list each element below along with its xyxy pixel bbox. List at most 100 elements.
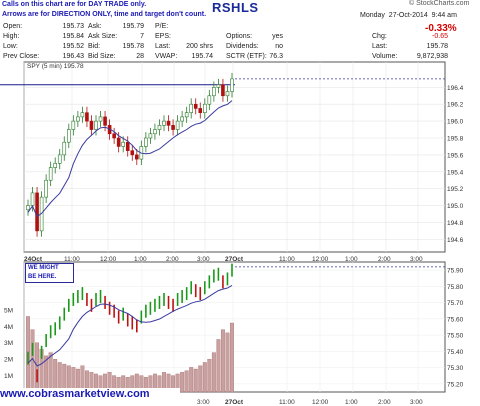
moving-average-line	[27, 100, 233, 218]
bid-value: 195.78	[122, 43, 144, 50]
last-trade-value: 200 shrs	[186, 43, 213, 50]
y-tick-label-lower: 75.50	[447, 333, 464, 340]
eps-label: EPS:	[155, 33, 171, 40]
candle-body	[57, 154, 62, 164]
candle-body	[212, 87, 216, 97]
y-tick-label-lower: 75.60	[447, 316, 464, 323]
candle-body	[116, 137, 121, 147]
chg-value: -0.65	[432, 33, 448, 40]
volume-bar	[230, 322, 234, 393]
candle-body	[94, 120, 98, 130]
volume-bar	[207, 358, 212, 393]
dividends-value: no	[275, 43, 283, 50]
x-tick-label: 2:00	[378, 256, 391, 263]
candle-body	[184, 112, 189, 118]
open-label: Open:	[3, 23, 23, 30]
candle-body	[162, 120, 166, 126]
x-tick-label: 3:00	[197, 256, 210, 263]
chart-marks: 196.4 196.2 196.0 195.8 195.6 195.4 195.2 195.0…	[0, 72, 464, 406]
grid-lines	[23, 62, 445, 392]
candle-body	[98, 116, 103, 122]
annotation-line-2: BE HERE.	[28, 274, 57, 280]
candle-body	[76, 116, 80, 122]
candle-body	[207, 95, 212, 105]
annotation-line-1: WE MIGHT	[28, 265, 59, 271]
y-tick-label: 195.0	[447, 203, 464, 210]
volume-bar	[198, 365, 203, 393]
x-tick-label-lower: 27Oct	[225, 399, 244, 406]
candle-body	[193, 103, 198, 109]
annotation-box: WE MIGHT BE HERE.	[25, 263, 74, 283]
candle-body	[125, 141, 130, 151]
candle-body	[225, 91, 230, 97]
y-tick-label-lower: 75.80	[447, 284, 464, 291]
volume-tick-label: 4M	[4, 324, 13, 331]
bid-label: Bid:	[88, 43, 101, 50]
y-tick-label-lower: 75.40	[447, 349, 464, 356]
y-tick-label: 196.2	[447, 102, 464, 109]
volume-label: Volume:	[372, 53, 398, 60]
candle-body	[216, 84, 221, 88]
candle-body	[85, 112, 89, 122]
candle-body	[67, 129, 71, 143]
low-value: 195.52	[62, 43, 84, 50]
candle-body	[198, 108, 203, 113]
volume-tick-label: 2M	[4, 357, 13, 364]
ask-label: Ask:	[88, 23, 102, 30]
x-tick-label-lower: 11:00	[279, 399, 295, 406]
y-tick-label-lower: 75.20	[447, 381, 464, 388]
sctr-label: SCTR (ETF):	[226, 53, 267, 60]
website-footer[interactable]: www.cobrasmarketview.com	[0, 388, 180, 406]
x-tick-label-lower: 12:00	[312, 399, 329, 406]
candle-body	[26, 205, 30, 211]
y-tick-label: 194.6	[447, 237, 464, 244]
open-value: 195.73	[62, 23, 84, 30]
x-tick-label: 11:00	[64, 256, 80, 263]
x-tick-label: 1:00	[345, 256, 358, 263]
candle-body	[157, 125, 162, 130]
y-tick-label: 195.8	[447, 136, 464, 143]
pe-label: P/E:	[155, 23, 169, 30]
candle-body	[135, 154, 139, 160]
day-trade-notice: Calls on this chart are for DAY TRADE on…	[0, 0, 209, 21]
options-label: Options:	[226, 33, 253, 40]
series-label: SPY (5 min) 195.78	[27, 63, 84, 70]
volume-tick-label: 3M	[4, 340, 13, 347]
volume-bar	[184, 370, 189, 393]
volume-bar	[216, 339, 221, 393]
bid-size-label: Bid Size:	[88, 53, 116, 60]
quote-header: Monday 27-Oct-2014 9:44 am	[360, 12, 457, 19]
high-value: 195.84	[62, 33, 84, 40]
volume-tick-label: 5M	[4, 307, 13, 314]
x-tick-label: 11:00	[279, 256, 295, 263]
x-tick-label-lower: 3:00	[197, 399, 210, 406]
prev-close-value: 196.43	[62, 53, 84, 60]
x-tick-label: 1:00	[134, 256, 147, 263]
volume-bar	[48, 352, 53, 393]
candle-body	[71, 120, 76, 130]
candle-body	[35, 192, 39, 232]
volume-bar	[225, 332, 230, 393]
y-tick-label: 195.6	[447, 152, 464, 159]
candle-body	[203, 103, 207, 113]
quote-time: 9:44 am	[431, 12, 457, 19]
candle-body	[171, 125, 175, 130]
candle-body	[148, 133, 153, 139]
volume-bar	[202, 362, 207, 393]
candle-body	[130, 150, 135, 156]
y-tick-label-lower: 75.30	[447, 365, 464, 372]
y-tick-label: 196.4	[447, 85, 464, 92]
candle-body	[112, 133, 116, 139]
price-panel	[23, 61, 446, 253]
candle-body	[144, 137, 148, 147]
x-tick-label: 3:00	[410, 256, 423, 263]
x-tick-label: 12:00	[312, 256, 329, 263]
candle-body	[180, 116, 184, 122]
options-value: yes	[272, 33, 283, 40]
x-tick-label: 24Oct	[24, 256, 43, 263]
ask-value: 195.79	[122, 23, 144, 30]
x-tick-label-lower: 2:00	[378, 399, 391, 406]
lower-moving-average	[27, 284, 233, 367]
volume-bar	[180, 372, 185, 393]
